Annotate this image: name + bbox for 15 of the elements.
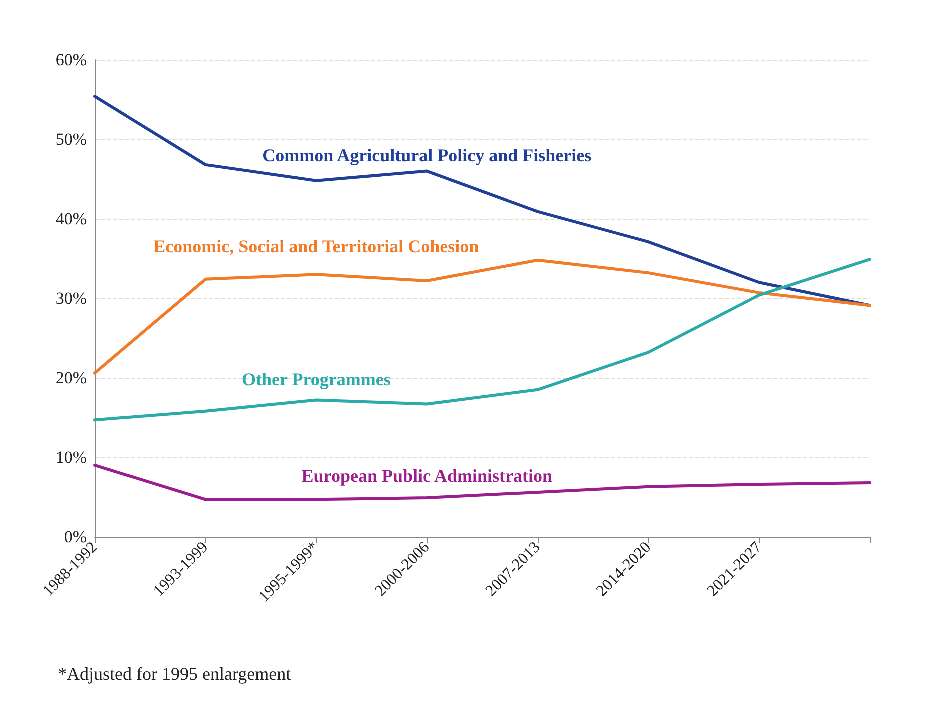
y-tick-label: 0% [64,528,87,546]
line-series [94,258,872,422]
series-label: Other Programmes [242,369,391,390]
series-label: Economic, Social and Territorial Cohesion [154,236,480,257]
series-label: Common Agricultural Policy and Fisheries [262,146,592,166]
series-label: European Public Administration [302,466,552,486]
y-tick-label: 60% [56,50,87,70]
y-tick-label: 50% [56,130,87,149]
text: *Adjusted for 1995 enlargement [58,664,292,684]
y-tick-label: 40% [56,210,87,228]
y-tick-label: 30% [56,289,87,308]
y-tick-label: 10% [56,448,87,467]
y-tick-label: 20% [56,368,87,388]
line-series [94,258,872,375]
line-series [94,464,872,502]
